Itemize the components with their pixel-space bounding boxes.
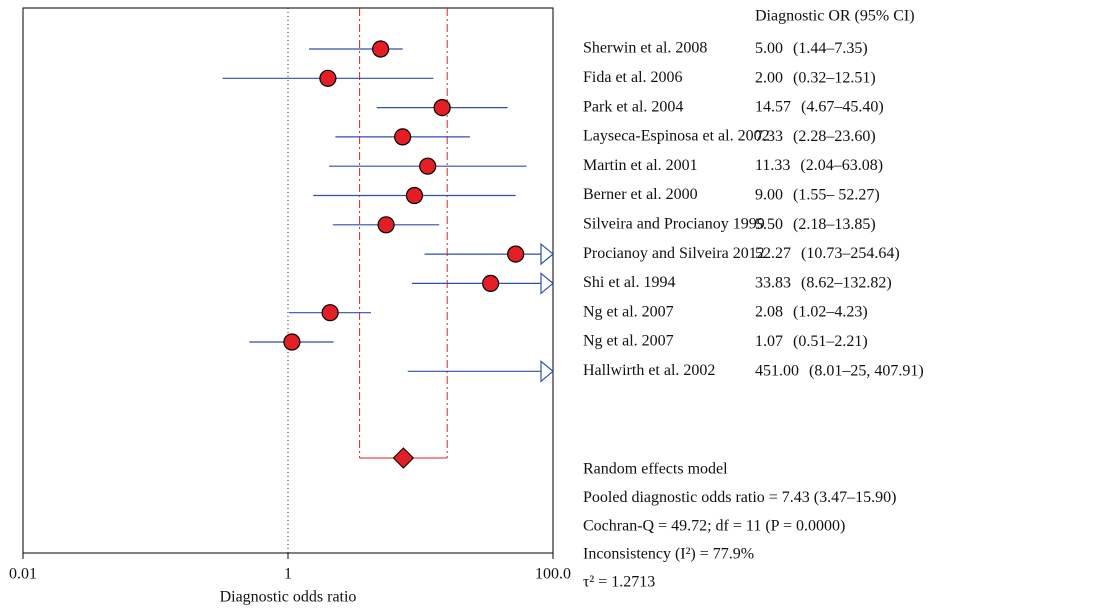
confidence-interval: (1.55– 52.27) — [793, 186, 880, 203]
ci-arrow — [540, 360, 554, 383]
odds-ratio: 2.00 — [755, 69, 783, 86]
study-label: Sherwin et al. 2008 — [583, 40, 707, 57]
confidence-interval: (10.73–254.64) — [801, 245, 900, 262]
study-estimate: 2.00 (0.32–12.51) — [755, 69, 876, 86]
pooled-title: Random effects model — [583, 461, 728, 478]
odds-ratio: 5.00 — [755, 40, 783, 57]
study-label: Berner et al. 2000 — [583, 186, 698, 203]
point-estimate — [433, 98, 451, 117]
study-estimate: 9.00 (1.55– 52.27) — [755, 186, 880, 203]
study-estimate: 5.50 (2.18–13.85) — [755, 215, 876, 232]
annotation: τ² = 1.2713 — [583, 574, 655, 591]
odds-ratio: 33.83 — [755, 274, 791, 291]
study-label: Fida et al. 2006 — [583, 69, 683, 86]
study-label: Ng et al. 2007 — [583, 303, 674, 320]
study-label: Ng et al. 2007 — [583, 333, 674, 350]
x-tick-label: 100.0 — [535, 566, 571, 583]
confidence-interval: (1.02–4.23) — [793, 303, 868, 320]
pooled-prefix: Pooled diagnostic odds ratio = — [583, 489, 778, 506]
confidence-interval: (8.62–132.82) — [801, 274, 892, 291]
pooled-ci: (3.47–15.90) — [814, 489, 897, 506]
point-estimate — [419, 157, 437, 175]
point-estimate — [405, 186, 424, 205]
point-estimate — [507, 245, 525, 263]
odds-ratio: 1.07 — [755, 333, 783, 350]
confidence-interval: (4.67–45.40) — [801, 98, 884, 115]
study-estimate: 1.07 (0.51–2.21) — [755, 333, 868, 350]
study-estimate: 33.83 (8.62–132.82) — [755, 274, 892, 291]
pooled-diamond — [392, 447, 415, 469]
ci-arrow — [540, 242, 554, 266]
pooled-value: 7.43 — [782, 489, 810, 506]
x-tick-label: 1 — [284, 566, 292, 583]
confidence-interval: (0.32–12.51) — [793, 69, 876, 86]
study-estimate: 11.33 (2.04–63.08) — [755, 157, 883, 174]
study-label: Park et al. 2004 — [583, 98, 683, 115]
point-estimate — [372, 40, 390, 58]
study-label: Silveira and Procianoy 1999 — [583, 215, 765, 232]
confidence-interval: (8.01–25, 407.91) — [809, 362, 924, 379]
study-estimate: 2.08 (1.02–4.23) — [755, 303, 868, 320]
confidence-interval: (2.04–63.08) — [800, 157, 883, 174]
odds-ratio: 11.33 — [755, 157, 790, 174]
odds-ratio: 451.00 — [755, 362, 799, 379]
study-estimate: 7.33 (2.28–23.60) — [755, 128, 876, 145]
x-tick-label: 0.01 — [9, 566, 37, 583]
ci-arrow — [540, 272, 554, 295]
point-estimate — [482, 274, 500, 292]
odds-ratio: 2.08 — [755, 303, 783, 320]
study-label: Martin et al. 2001 — [583, 157, 698, 174]
confidence-interval: (2.18–13.85) — [793, 215, 876, 232]
study-label: Layseca-Espinosa et al. 2002 — [583, 128, 770, 145]
point-estimate — [377, 216, 395, 234]
annotation: Inconsistency (I²) = 77.9% — [583, 546, 754, 563]
study-estimate: 451.00 (8.01–25, 407.91) — [755, 362, 924, 379]
column-header: Diagnostic OR (95% CI) — [755, 8, 915, 25]
odds-ratio: 14.57 — [755, 98, 791, 115]
confidence-interval: (0.51–2.21) — [793, 333, 868, 350]
point-estimate — [321, 304, 339, 322]
odds-ratio: 5.50 — [755, 215, 783, 232]
study-label: Procianoy and Silveira 2012 — [583, 245, 765, 262]
odds-ratio: 52.27 — [755, 245, 791, 262]
point-estimate — [319, 69, 337, 87]
odds-ratio: 7.33 — [755, 128, 783, 145]
study-estimate: 52.27 (10.73–254.64) — [755, 245, 900, 262]
confidence-interval: (1.44–7.35) — [793, 40, 868, 57]
x-axis-label: Diagnostic odds ratio — [220, 589, 357, 606]
odds-ratio: 9.00 — [755, 186, 783, 203]
study-label: Shi et al. 1994 — [583, 274, 675, 291]
study-estimate: 5.00 (1.44–7.35) — [755, 40, 868, 57]
annotation: Cochran-Q = 49.72; df = 11 (P = 0.0000) — [583, 518, 845, 535]
point-estimate — [283, 333, 301, 351]
study-estimate: 14.57 (4.67–45.40) — [755, 98, 884, 115]
confidence-interval: (2.28–23.60) — [793, 128, 876, 145]
study-label: Hallwirth et al. 2002 — [583, 362, 715, 379]
point-estimate — [394, 128, 412, 146]
pooled-summary: Pooled diagnostic odds ratio = 7.43 (3.4… — [583, 489, 896, 506]
